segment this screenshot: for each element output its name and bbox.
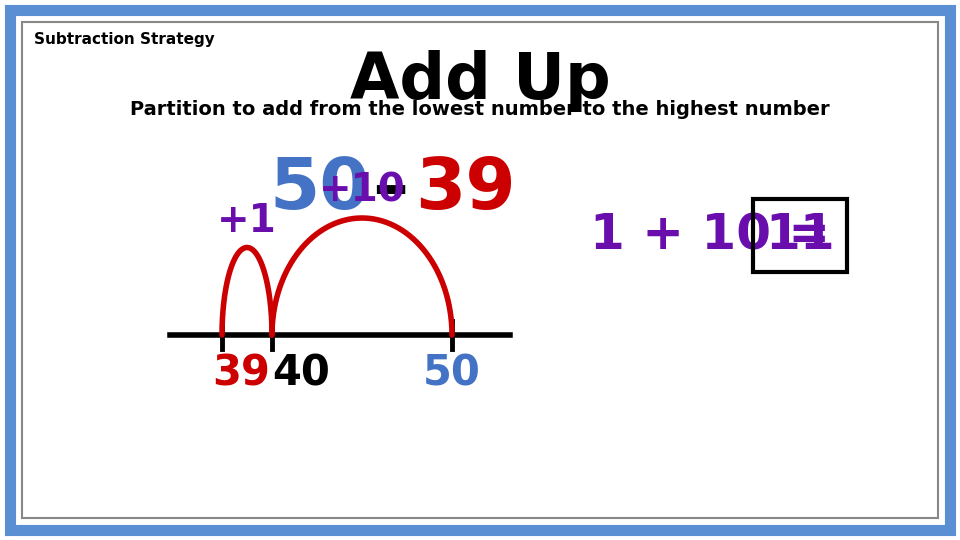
Text: +1: +1 (217, 201, 276, 240)
Text: 50: 50 (270, 155, 370, 224)
Text: +10: +10 (319, 172, 405, 210)
Text: 39: 39 (212, 353, 270, 395)
Text: 40: 40 (272, 353, 330, 395)
Text: 39: 39 (415, 155, 516, 224)
Text: 50: 50 (423, 353, 481, 395)
FancyBboxPatch shape (22, 22, 938, 518)
Text: Subtraction Strategy: Subtraction Strategy (34, 32, 215, 47)
Text: Partition to add from the lowest number to the highest number: Partition to add from the lowest number … (131, 100, 829, 119)
Text: Add Up: Add Up (349, 50, 611, 112)
Text: –: – (372, 155, 408, 224)
Text: 11: 11 (765, 211, 835, 259)
Text: 1 + 10 =: 1 + 10 = (590, 211, 830, 259)
FancyBboxPatch shape (10, 10, 950, 530)
